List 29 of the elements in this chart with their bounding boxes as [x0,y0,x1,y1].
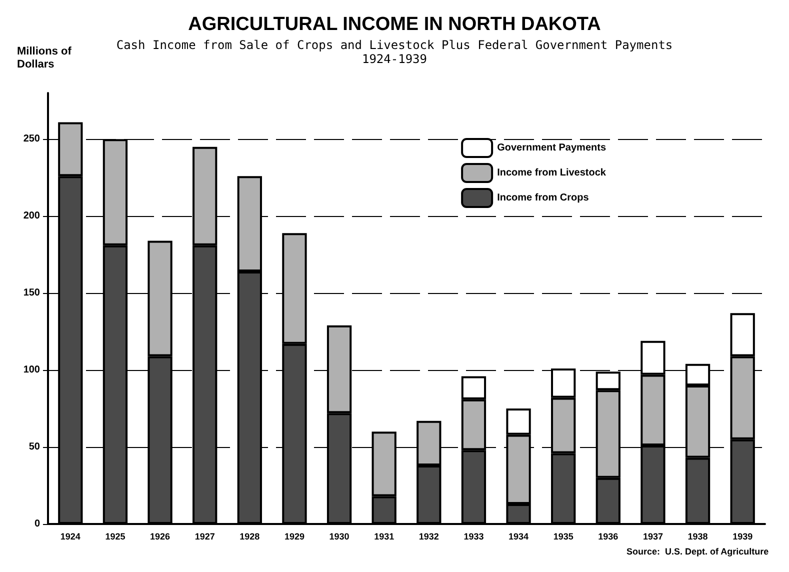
x-tick-label: 1930 [329,532,350,542]
y-tick-label: 200 [23,210,40,222]
x-tick-label: 1925 [105,532,126,542]
x-tick-label: 1927 [194,532,215,542]
chart-subtitle: Cash Income from Sale of Crops and Livestock Plus Federal Government Payments 1924-1939 [116,38,673,66]
y-tick-label: 50 [28,442,40,453]
x-tick-label: 1938 [688,532,708,542]
x-tick-label: 1932 [418,532,439,542]
legend-label: Income from Livestock [497,168,606,178]
x-tick-label: 1929 [284,532,304,542]
legend-label: Government Payments [497,142,606,154]
x-tick-label: 1933 [464,532,484,542]
x-tick-label: 1936 [598,532,618,542]
x-tick-label: 1935 [553,532,574,542]
x-tick-label: 1934 [508,532,529,542]
x-tick-label: 1926 [150,532,170,542]
x-tick-label: 1931 [374,532,394,542]
x-tick-label: 1937 [642,532,663,542]
source-note: Source: U.S. Dept. of Agriculture [626,546,769,556]
y-axis-title: Millions of Dollars [17,46,72,70]
y-tick-label: 250 [23,134,40,145]
x-tick-label: 1924 [60,532,80,542]
y-tick-label: 0 [34,518,40,530]
y-tick-label: 150 [23,288,40,299]
y-tick-label: 100 [23,364,40,376]
chart-title: AGRICULTURAL INCOME IN NORTH DAKOTA [188,14,602,35]
x-tick-label: 1928 [240,532,260,542]
legend-label: Income from Crops [497,192,590,204]
x-tick-label: 1939 [732,532,753,542]
